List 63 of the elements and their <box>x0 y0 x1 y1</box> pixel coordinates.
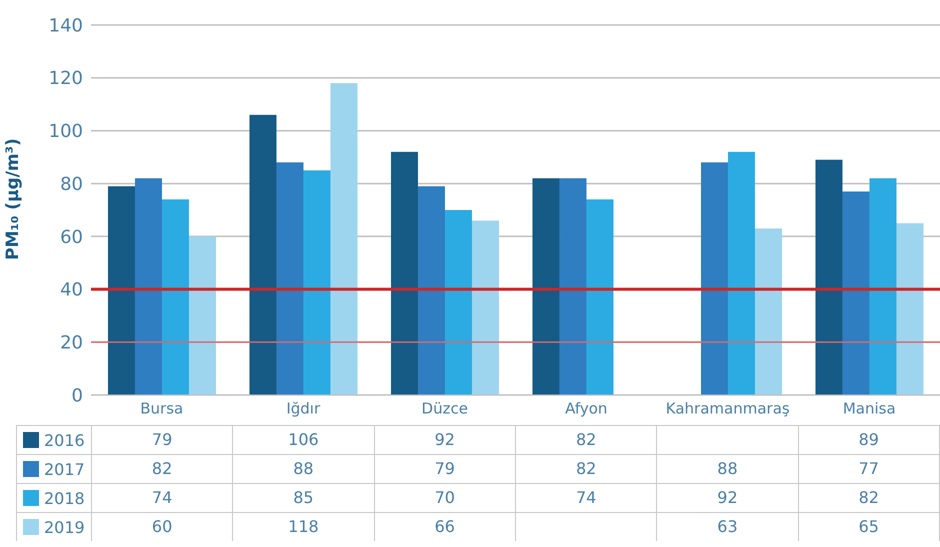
y-tick-label: 40 <box>60 280 83 301</box>
x-tick-label: Bursa <box>140 400 184 418</box>
data-label: 79 <box>374 455 516 483</box>
data-label: 66 <box>374 513 516 541</box>
legend-label: 2016 <box>44 430 85 450</box>
y-tick-label: 140 <box>48 15 83 36</box>
data-label: 74 <box>516 484 658 512</box>
bar <box>444 210 472 395</box>
y-axis-title: PM₁₀ (µg/m³) <box>3 138 24 260</box>
y-tick-label: 80 <box>60 174 83 195</box>
bar <box>134 178 162 395</box>
legend-label: 2019 <box>44 518 85 536</box>
data-label: 60 <box>92 513 234 541</box>
data-label: 77 <box>798 455 940 483</box>
data-label: 92 <box>657 484 799 512</box>
data-label: 82 <box>516 455 658 483</box>
x-tick-label: Iğdır <box>286 400 321 418</box>
bar <box>754 228 782 395</box>
bar <box>418 186 445 395</box>
x-tick-label: Düzce <box>422 400 468 418</box>
bar <box>896 223 924 395</box>
data-label: 74 <box>92 484 234 512</box>
data-label: 89 <box>798 426 940 454</box>
data-label: 85 <box>233 484 375 512</box>
y-tick-label: 20 <box>60 332 83 354</box>
bar <box>249 114 276 395</box>
data-label: 82 <box>798 484 940 512</box>
bar <box>728 152 755 395</box>
bar <box>162 199 189 395</box>
legend-label: 2017 <box>44 460 85 478</box>
bar <box>188 236 216 395</box>
bar <box>390 152 418 395</box>
data-label: 106 <box>233 426 375 454</box>
bar <box>869 178 896 395</box>
bar <box>276 162 304 395</box>
data-label: 88 <box>233 455 375 483</box>
data-label: 118 <box>233 513 375 541</box>
bar <box>532 178 560 395</box>
y-tick-label: 120 <box>48 68 83 90</box>
x-tick-label: Afyon <box>565 400 608 418</box>
data-label: 82 <box>92 455 234 483</box>
bar <box>700 162 728 395</box>
bar <box>559 178 586 395</box>
bar <box>815 160 842 395</box>
bar <box>472 220 499 395</box>
y-tick-label: 60 <box>60 226 83 248</box>
data-label: 70 <box>374 484 516 512</box>
data-label: 79 <box>92 426 234 454</box>
bar <box>586 199 614 395</box>
data-label: 82 <box>516 426 658 454</box>
bar <box>108 186 135 395</box>
data-label: 92 <box>374 426 516 454</box>
x-tick-label: Manisa <box>842 400 896 418</box>
legend-label: 2018 <box>44 488 85 508</box>
y-tick-label: 0 <box>72 385 83 406</box>
bar <box>330 83 358 395</box>
bar <box>842 192 870 395</box>
data-label: 63 <box>657 513 799 541</box>
data-label: 65 <box>798 513 940 541</box>
data-label: 88 <box>657 455 799 483</box>
x-tick-label: Kahramanmaraş <box>666 400 790 418</box>
y-tick-label: 100 <box>48 121 83 142</box>
bar <box>303 170 330 395</box>
